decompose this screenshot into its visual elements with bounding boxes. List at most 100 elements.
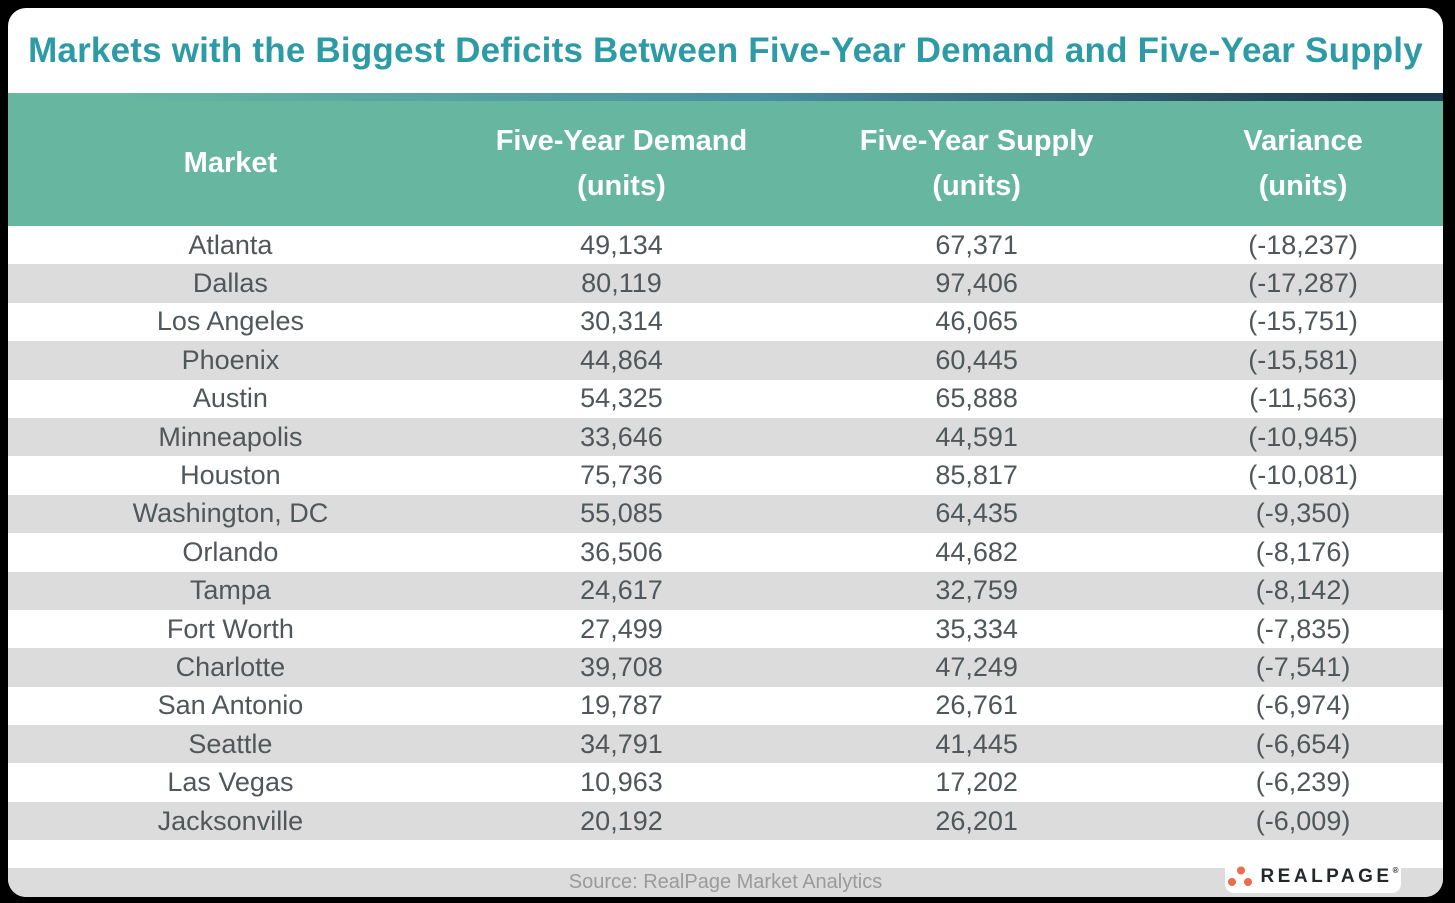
supply-cell: 32,759	[935, 575, 1018, 606]
demand-cell: 44,864	[580, 344, 663, 375]
market-cell: Seattle	[188, 728, 273, 759]
demand-cell: 80,119	[581, 268, 662, 299]
variance-cell: (-11,563)	[1249, 383, 1357, 414]
supply-cell: 85,817	[935, 460, 1018, 491]
variance-cell: (-6,654)	[1255, 728, 1351, 759]
realpage-dots-icon	[1228, 866, 1253, 886]
column-header-demand: Five-Year Demand (units)	[453, 119, 790, 209]
market-cell: Atlanta	[188, 229, 273, 260]
table-row: Orlando 36,506 44,682 (-8,176)	[8, 533, 1443, 572]
page-title: Markets with the Biggest Deficits Betwee…	[28, 30, 1423, 70]
variance-cell: (-6,239)	[1255, 767, 1351, 798]
market-cell: Los Angeles	[156, 306, 304, 337]
table-body: Atlanta 49,134 67,371 (-18,237) Dallas 80,119…	[8, 226, 1443, 841]
column-header-label: Variance	[1243, 124, 1363, 157]
source-attribution: Source: RealPage Market Analytics	[568, 871, 883, 893]
supply-cell: 60,445	[935, 344, 1018, 375]
variance-cell: (-10,081)	[1248, 460, 1358, 491]
variance-cell: (-10,945)	[1248, 421, 1358, 452]
market-cell: Houston	[180, 460, 281, 491]
variance-cell: (-9,350)	[1255, 498, 1351, 529]
realpage-wordmark: REALPAGE®	[1260, 865, 1399, 887]
column-header-market: Market	[8, 141, 453, 186]
demand-cell: 19,787	[580, 690, 663, 721]
column-header-units: (units)	[577, 169, 666, 202]
table-row: Washington, DC 55,085 64,435 (-9,350)	[8, 494, 1443, 534]
demand-cell: 34,791	[580, 728, 663, 759]
variance-cell: (-8,142)	[1255, 575, 1351, 606]
variance-cell: (-18,237)	[1248, 229, 1358, 260]
table-row: Tampa 24,617 32,759 (-8,142)	[8, 571, 1443, 610]
column-header-units: (units)	[932, 169, 1021, 202]
supply-cell: 17,202	[935, 767, 1018, 798]
supply-cell: 47,249	[935, 651, 1018, 682]
supply-cell: 35,334	[935, 613, 1018, 644]
supply-cell: 46,065	[935, 306, 1018, 337]
table-row: Phoenix 44,864 60,445 (-15,581)	[8, 341, 1443, 380]
table-row: Charlotte 39,708 47,249 (-7,541)	[8, 648, 1443, 687]
supply-cell: 26,761	[935, 690, 1018, 721]
table-row: Atlanta 49,134 67,371 (-18,237)	[8, 226, 1443, 265]
market-cell: Austin	[192, 383, 268, 414]
market-cell: Washington, DC	[132, 498, 329, 529]
table-header-row: Market Five-Year Demand (units) Five-Yea…	[8, 101, 1443, 226]
column-header-variance: Variance (units)	[1163, 119, 1443, 209]
variance-cell: (-15,751)	[1248, 306, 1358, 337]
demand-cell: 24,617	[580, 575, 663, 606]
table-card: Markets with the Biggest Deficits Betwee…	[8, 8, 1443, 897]
supply-cell: 65,888	[935, 383, 1018, 414]
table-row: Seattle 34,791 41,445 (-6,654)	[8, 725, 1443, 764]
market-cell: Orlando	[182, 536, 279, 567]
demand-cell: 27,499	[580, 613, 663, 644]
column-header-label: Five-Year Demand	[495, 124, 748, 157]
market-cell: Las Vegas	[167, 767, 294, 798]
column-header-units: (units)	[1258, 169, 1348, 202]
table-row: San Antonio 19,787 26,761 (-6,974)	[8, 686, 1443, 726]
column-header-label: Market	[183, 147, 278, 180]
table-row: Fort Worth 27,499 35,334 (-7,835)	[8, 609, 1443, 649]
demand-cell: 55,085	[580, 498, 663, 529]
market-cell: Jacksonville	[157, 805, 304, 836]
supply-cell: 26,201	[935, 805, 1018, 836]
variance-cell: (-17,287)	[1248, 268, 1358, 299]
supply-cell: 44,591	[935, 421, 1018, 452]
market-cell: Fort Worth	[166, 613, 294, 644]
column-header-label: Five-Year Supply	[859, 124, 1094, 157]
table-row: Houston 75,736 85,817 (-10,081)	[8, 456, 1443, 495]
variance-cell: (-6,974)	[1255, 690, 1351, 721]
supply-cell: 64,435	[935, 498, 1018, 529]
market-cell: Charlotte	[175, 651, 286, 682]
demand-cell: 39,708	[580, 651, 663, 682]
supply-cell: 67,371	[935, 229, 1018, 260]
supply-cell: 44,682	[935, 536, 1018, 567]
table-row: Minneapolis 33,646 44,591 (-10,945)	[8, 417, 1443, 457]
demand-cell: 54,325	[580, 383, 663, 414]
supply-cell: 97,406	[935, 268, 1018, 299]
supply-cell: 41,445	[935, 728, 1018, 759]
variance-cell: (-8,176)	[1255, 536, 1351, 567]
demand-cell: 33,646	[580, 421, 663, 452]
demand-cell: 10,963	[580, 767, 663, 798]
table-row: Dallas 80,119 97,406 (-17,287)	[8, 264, 1443, 303]
table-row: Las Vegas 10,963 17,202 (-6,239)	[8, 763, 1443, 802]
column-header-supply: Five-Year Supply (units)	[790, 119, 1163, 209]
variance-cell: (-7,835)	[1255, 613, 1351, 644]
title-bar: Markets with the Biggest Deficits Betwee…	[8, 8, 1443, 93]
registered-mark: ®	[1392, 865, 1399, 875]
demand-cell: 36,506	[580, 536, 663, 567]
demand-cell: 75,736	[580, 460, 663, 491]
variance-cell: (-7,541)	[1255, 651, 1351, 682]
variance-cell: (-6,009)	[1255, 805, 1351, 836]
table-row: Los Angeles 30,314 46,065 (-15,751)	[8, 302, 1443, 342]
variance-cell: (-15,581)	[1248, 344, 1358, 375]
market-cell: Minneapolis	[158, 421, 303, 452]
table-row: Austin 54,325 65,888 (-11,563)	[8, 379, 1443, 418]
market-cell: San Antonio	[157, 690, 304, 721]
accent-gradient-divider	[8, 93, 1443, 101]
source-bar: Source: RealPage Market Analytics	[8, 868, 1443, 897]
table-row: Jacksonville 20,192 26,201 (-6,009)	[8, 801, 1443, 841]
demand-cell: 20,192	[580, 805, 663, 836]
realpage-logo: REALPAGE®	[1225, 859, 1401, 893]
market-cell: Phoenix	[181, 344, 280, 375]
market-cell: Dallas	[192, 268, 268, 299]
